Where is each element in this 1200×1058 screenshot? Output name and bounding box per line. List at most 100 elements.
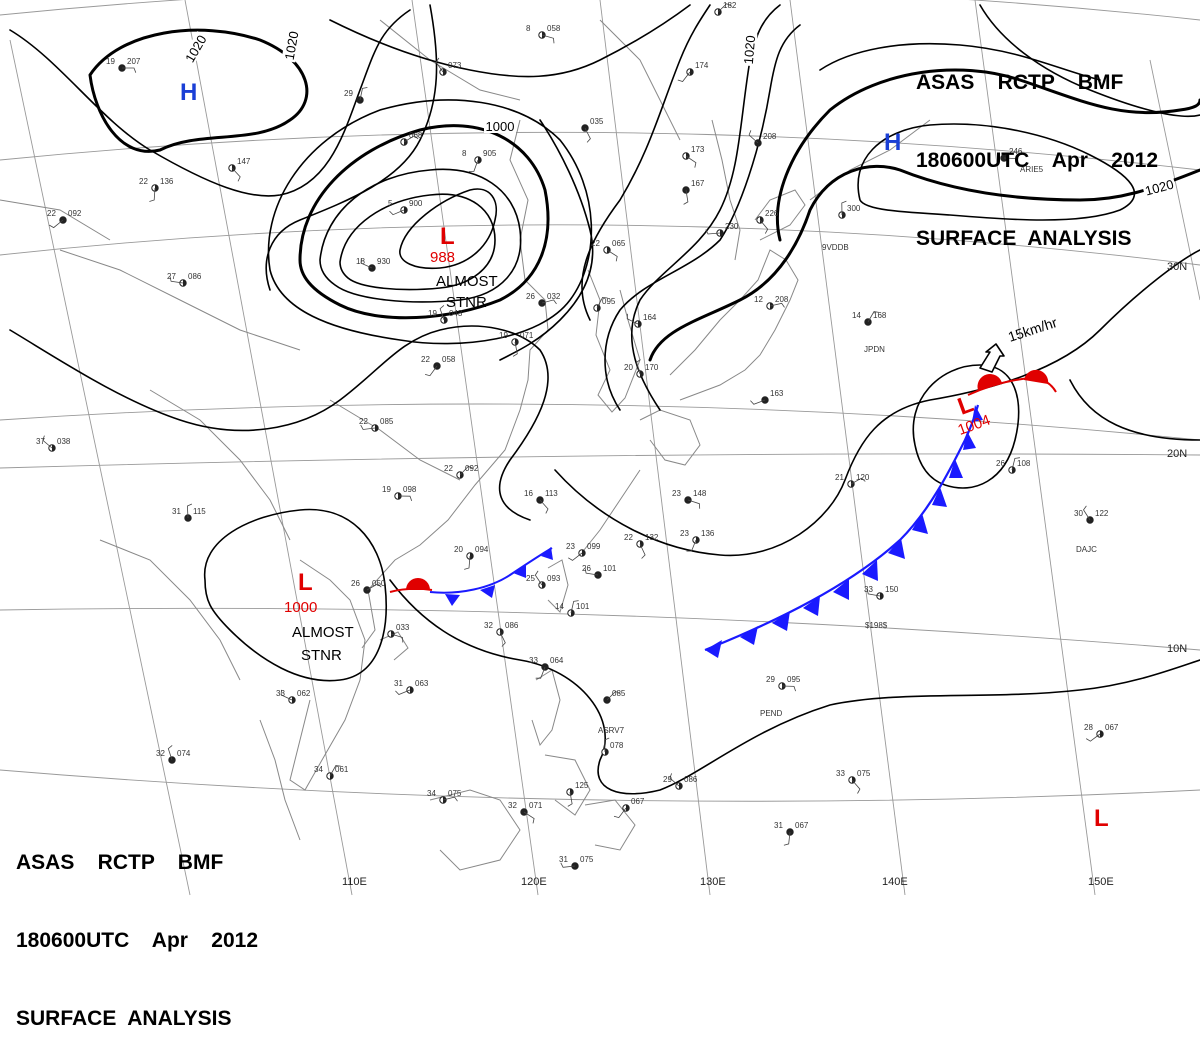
wind-barb-icon: [584, 568, 599, 576]
cold-front-teeth-east: [705, 405, 983, 658]
wind-barb-icon: [1011, 457, 1020, 471]
station-pressure: 164: [643, 313, 657, 322]
station-cloud-fill-icon: [638, 320, 642, 328]
isobar-north-strip: [329, 4, 691, 78]
wind-barb-icon: [435, 57, 444, 73]
station-plot: 164: [626, 313, 657, 328]
station-pressure: 226: [765, 209, 779, 218]
isobar-large-west: [9, 325, 549, 521]
wind-barb-icon: [705, 229, 721, 235]
station-plot: 31 075: [559, 855, 594, 870]
station-plot: 167: [682, 179, 705, 205]
station-plot: 147: [228, 157, 251, 182]
low-center-letter: L: [298, 569, 313, 596]
low-center-value: 1000: [284, 599, 317, 616]
station-cloud-fill-icon: [188, 514, 192, 522]
wind-barb-icon: [850, 477, 866, 485]
station-pressure: 101: [576, 602, 590, 611]
wind-barb-icon: [439, 305, 445, 321]
station-temperature: 5: [388, 199, 393, 208]
station-temperature: 12: [754, 295, 763, 304]
station-pressure: 071: [529, 801, 543, 810]
station-cloud-fill-icon: [391, 630, 395, 638]
station-cloud-fill-icon: [686, 186, 690, 194]
wind-barb-icon: [149, 187, 156, 202]
station-pressure: 067: [795, 821, 809, 830]
low-center-letter: L: [440, 223, 455, 250]
wind-barb-icon: [584, 127, 591, 143]
station-cloud-fill-icon: [437, 362, 441, 370]
station-plot: 28 067: [1084, 723, 1119, 742]
station-pressure: 073: [448, 61, 462, 70]
station-plot: 33 064: [529, 656, 564, 679]
wind-barb-icon: [523, 811, 535, 824]
station-temperature: 22: [359, 417, 368, 426]
stationary-note-line2: STNR: [301, 647, 342, 664]
station-cloud-fill-icon: [292, 696, 296, 704]
isobar-1016-west: [9, 9, 411, 197]
station-pressure: 038: [57, 437, 71, 446]
motion-arrow-shape: [979, 343, 1005, 373]
lon-label-120e: 120E: [521, 876, 547, 888]
station-plot: 182: [714, 1, 737, 16]
station-plot: 22 085: [359, 417, 394, 432]
inland-border-2: [0, 199, 111, 241]
hokkaido: [754, 189, 806, 241]
station-pressure: 043: [449, 309, 463, 318]
warm-front-scallop-2: [1024, 369, 1049, 384]
station-cloud-fill-icon: [842, 211, 846, 219]
wind-barb-icon: [534, 570, 543, 586]
wind-barb-icon: [748, 130, 759, 144]
station-temperature: 26: [996, 459, 1005, 468]
station-cloud-fill-icon: [542, 299, 546, 307]
visayas: [544, 754, 591, 816]
header-line-1: ASAS RCTP BMF: [16, 851, 224, 874]
station-pressure: 075: [448, 789, 462, 798]
station-cloud-fill-icon: [52, 444, 56, 452]
station-pressure: 064: [550, 656, 564, 665]
station-pressure: 098: [403, 485, 417, 494]
wind-barb-icon: [231, 167, 241, 182]
wind-barb-icon: [499, 631, 506, 647]
station-cloud-fill-icon: [880, 592, 884, 600]
isobar-ring-low-3: [339, 193, 496, 291]
station-plot: 12 208: [754, 295, 789, 310]
station-pressure: 905: [483, 149, 497, 158]
warm-front-scallop-west: [406, 578, 430, 590]
wind-barb-icon: [841, 200, 847, 216]
station-cloud-fill-icon: [790, 828, 794, 836]
low-center-value: 988: [430, 249, 455, 266]
wind-barb-icon: [541, 34, 555, 44]
station-plot: 22 132: [624, 533, 659, 559]
station-pressure: 094: [475, 545, 489, 554]
station-pressure: 085: [612, 689, 626, 698]
header-line-3: SURFACE ANALYSIS: [16, 1007, 232, 1030]
wind-barb-icon: [42, 435, 53, 449]
station-temperature: 33: [276, 689, 285, 698]
station-pressure: 099: [587, 542, 601, 551]
station-plot: 174: [677, 61, 709, 82]
station-temperature: 22: [139, 177, 148, 186]
isobar-pacific-ring: [857, 123, 1136, 221]
station-temperature: 19: [499, 331, 508, 340]
station-cloud-fill-icon: [444, 316, 448, 324]
station-pressure: 071: [520, 331, 534, 340]
warm-front: [389, 369, 1057, 593]
station-pressure: 170: [645, 363, 659, 372]
cold-front-line-west: [429, 547, 553, 594]
lon-label-150e: 150E: [1088, 876, 1114, 888]
station-plot: 33 062: [276, 689, 311, 704]
station-plot: 095: [593, 296, 616, 312]
station-plot: 125: [566, 781, 589, 807]
station-pressure: 182: [723, 1, 737, 10]
wind-barb-icon: [186, 503, 193, 519]
wind-barb-icon: [535, 666, 546, 679]
wind-barb-icon: [389, 209, 405, 216]
station-temperature: 20: [454, 545, 463, 554]
station-plot: 37 038: [36, 435, 71, 452]
station-cloud-fill-icon: [515, 338, 519, 346]
parallel-20n-b: [0, 453, 1200, 469]
stationary-note-line1: ALMOST: [436, 273, 498, 290]
station-temperature: 22: [591, 239, 600, 248]
station-plot: 31 067: [774, 821, 809, 846]
